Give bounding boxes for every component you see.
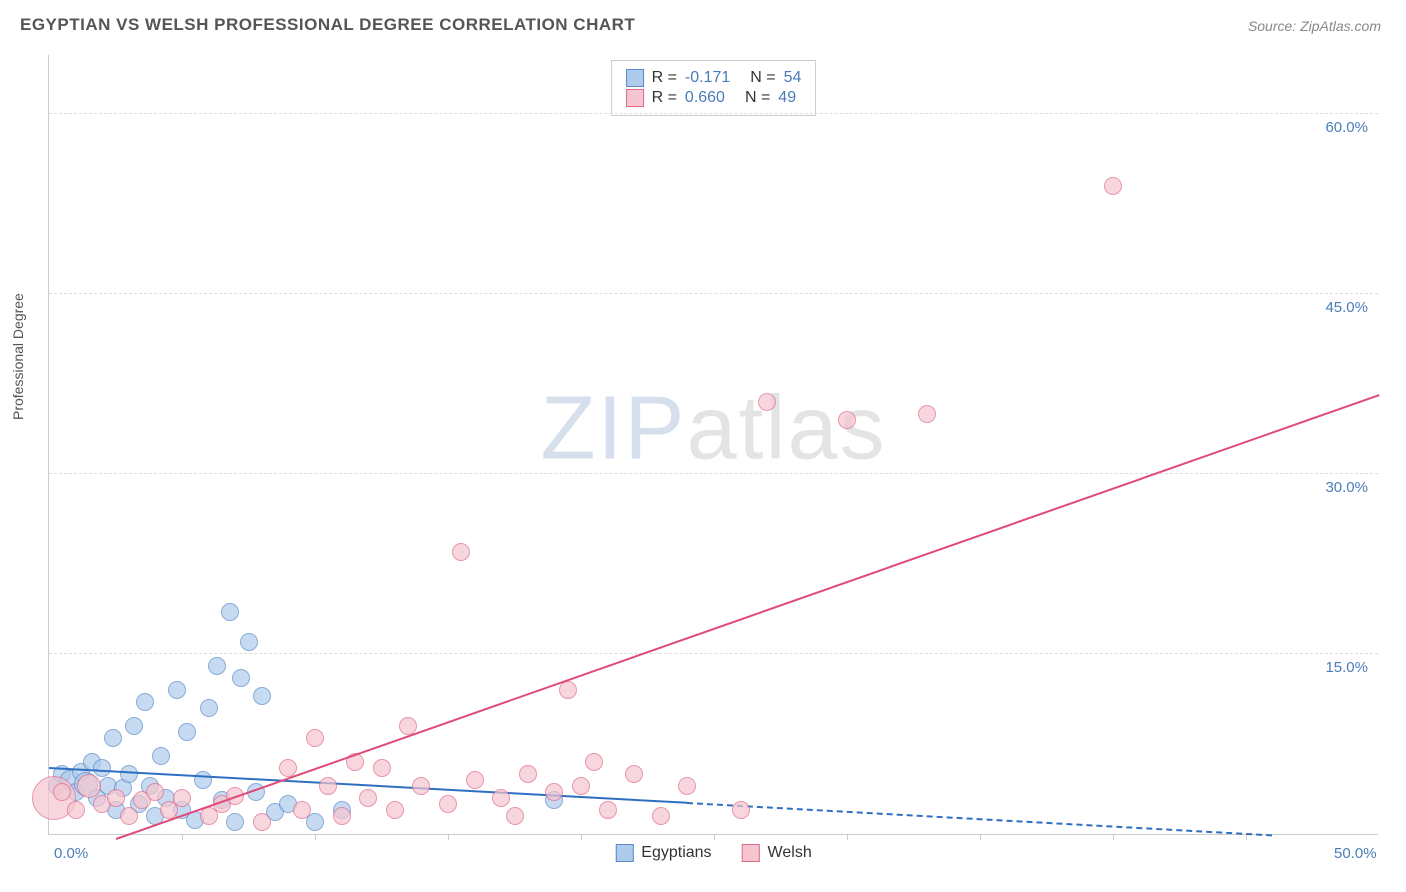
x-tick-label: 50.0% [1334,845,1377,862]
gridline [49,653,1378,654]
scatter-point [107,789,125,807]
scatter-point [373,759,391,777]
stat-r-label: R = [652,69,677,87]
scatter-point [652,807,670,825]
scatter-point [178,723,196,741]
legend-label: Welsh [768,844,812,862]
watermark-zip: ZIP [540,377,686,480]
chart-title: EGYPTIAN VS WELSH PROFESSIONAL DEGREE CO… [20,15,635,35]
y-tick-label: 15.0% [1288,659,1368,676]
scatter-point [226,813,244,831]
scatter-point [293,801,311,819]
x-tick [1113,834,1114,840]
x-tick [714,834,715,840]
scatter-point [200,699,218,717]
scatter-point [359,789,377,807]
x-axis-legend: Egyptians Welsh [615,844,811,862]
scatter-point [599,801,617,819]
scatter-point [194,771,212,789]
stat-n-label: N = [750,69,775,87]
legend-swatch [615,844,633,862]
scatter-point [77,774,101,798]
scatter-point [333,807,351,825]
scatter-point [585,753,603,771]
scatter-point [758,393,776,411]
scatter-point [168,681,186,699]
x-tick [448,834,449,840]
scatter-point [67,801,85,819]
scatter-point [492,789,510,807]
plot-area: ZIPatlas R =-0.171N =54R =0.660N =49 Egy… [48,55,1378,835]
scatter-point [306,813,324,831]
scatter-point [545,783,563,801]
axis-legend-item: Egyptians [615,844,711,862]
axis-legend-item: Welsh [742,844,812,862]
scatter-point [232,669,250,687]
scatter-point [506,807,524,825]
legend-swatch [626,89,644,107]
scatter-point [146,783,164,801]
stats-legend: R =-0.171N =54R =0.660N =49 [611,60,817,116]
stat-r-label: R = [652,89,677,107]
scatter-point [306,729,324,747]
y-axis-label: Professional Degree [10,293,26,420]
stat-r-value: 0.660 [685,89,725,107]
scatter-point [452,543,470,561]
gridline [49,473,1378,474]
scatter-point [136,693,154,711]
trend-line [115,394,1379,840]
scatter-point [319,777,337,795]
scatter-point [412,777,430,795]
watermark-atlas: atlas [686,377,886,480]
scatter-point [221,603,239,621]
scatter-point [439,795,457,813]
scatter-point [732,801,750,819]
gridline [49,293,1378,294]
scatter-point [93,759,111,777]
legend-label: Egyptians [641,844,711,862]
scatter-point [519,765,537,783]
y-tick-label: 60.0% [1288,119,1368,136]
scatter-point [386,801,404,819]
legend-swatch [626,69,644,87]
scatter-point [253,687,271,705]
scatter-point [466,771,484,789]
scatter-point [918,405,936,423]
stat-r-value: -0.171 [685,69,730,87]
x-tick [980,834,981,840]
stat-n-label: N = [745,89,770,107]
scatter-point [53,783,71,801]
stats-row: R = -0.171 N = 54 [626,69,802,87]
x-tick [847,834,848,840]
scatter-point [104,729,122,747]
legend-swatch [742,844,760,862]
scatter-point [173,789,191,807]
x-tick [182,834,183,840]
scatter-point [208,657,226,675]
scatter-point [559,681,577,699]
scatter-point [1104,177,1122,195]
watermark: ZIPatlas [540,377,886,480]
x-tick-label: 0.0% [54,845,88,862]
source-credit: Source: ZipAtlas.com [1248,18,1381,34]
scatter-point [572,777,590,795]
scatter-point [838,411,856,429]
gridline [49,113,1378,114]
scatter-point [678,777,696,795]
x-tick [315,834,316,840]
stats-row: R = 0.660 N = 49 [626,89,802,107]
stat-n-value: 49 [778,89,796,107]
y-tick-label: 45.0% [1288,299,1368,316]
scatter-point [240,633,258,651]
trend-line [687,802,1272,836]
scatter-point [125,717,143,735]
scatter-point [120,765,138,783]
scatter-point [253,813,271,831]
y-tick-label: 30.0% [1288,479,1368,496]
x-tick [581,834,582,840]
scatter-point [625,765,643,783]
scatter-point [152,747,170,765]
stat-n-value: 54 [784,69,802,87]
scatter-point [120,807,138,825]
